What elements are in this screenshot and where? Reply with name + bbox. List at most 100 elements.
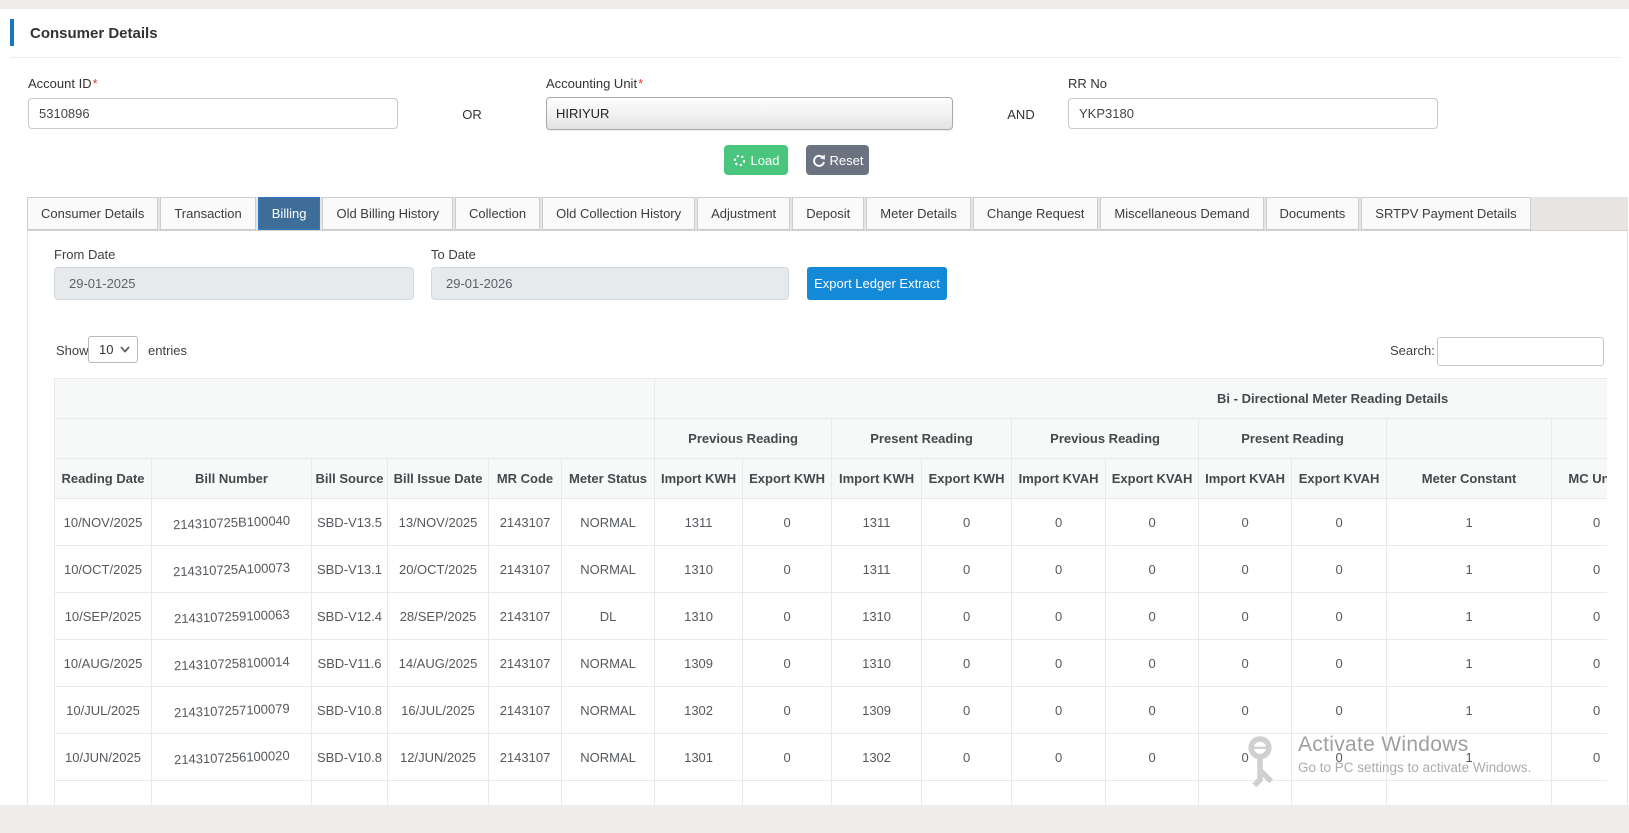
col-header-meter-constant[interactable]: Meter Constant	[1387, 459, 1552, 499]
cell	[562, 781, 655, 806]
col-header-import-kwh[interactable]: Import KWH	[655, 459, 743, 499]
cell	[1387, 781, 1552, 806]
tab-miscellaneous-demand[interactable]: Miscellaneous Demand	[1100, 197, 1263, 230]
tab-transaction[interactable]: Transaction	[160, 197, 255, 230]
chevron-down-icon	[120, 346, 130, 353]
table-row: 10/JUN/20252143107256100020SBD-V10.812/J…	[55, 734, 1608, 781]
cell: 1309	[655, 640, 743, 687]
cell: 0	[1199, 499, 1292, 546]
bi-directional-group-header: Bi - Directional Meter Reading Details	[655, 379, 1607, 419]
cell: SBD-V10.8	[312, 734, 388, 781]
tab-srtpv-payment-details[interactable]: SRTPV Payment Details	[1361, 197, 1530, 230]
table-scroll-area[interactable]: Bi - Directional Meter Reading DetailsPr…	[54, 378, 1607, 805]
tab-change-request[interactable]: Change Request	[973, 197, 1099, 230]
col-header-export-kvah[interactable]: Export KVAH	[1106, 459, 1199, 499]
tab-old-collection-history[interactable]: Old Collection History	[542, 197, 695, 230]
col-header-mr-code[interactable]: MR Code	[489, 459, 562, 499]
cell	[922, 781, 1012, 806]
col-header-import-kvah[interactable]: Import KVAH	[1012, 459, 1106, 499]
cell: 2143107	[489, 640, 562, 687]
cell: 10/OCT/2025	[55, 546, 152, 593]
cell: 0	[1012, 734, 1106, 781]
tab-meter-details[interactable]: Meter Details	[866, 197, 971, 230]
cell	[1552, 781, 1607, 806]
header-subgroup-row: Previous ReadingPresent ReadingPrevious …	[55, 419, 1608, 459]
reset-button[interactable]: Reset	[806, 145, 869, 175]
cell: 0	[1292, 546, 1387, 593]
header-columns-row: Reading DateBill NumberBill SourceBill I…	[55, 459, 1608, 499]
col-header-bill-number[interactable]: Bill Number	[152, 459, 312, 499]
cell: 0	[1552, 546, 1607, 593]
refresh-icon	[812, 154, 825, 167]
subgroup-header-2: Previous Reading	[1012, 419, 1199, 459]
col-header-export-kwh[interactable]: Export KWH	[922, 459, 1012, 499]
cell: 10/JUN/2025	[55, 734, 152, 781]
col-header-export-kwh[interactable]: Export KWH	[743, 459, 832, 499]
tab-documents[interactable]: Documents	[1266, 197, 1360, 230]
tab-collection[interactable]: Collection	[455, 197, 540, 230]
cell: 20/OCT/2025	[388, 546, 489, 593]
cell: 1311	[832, 546, 922, 593]
tab-consumer-details[interactable]: Consumer Details	[27, 197, 158, 230]
col-header-reading-date[interactable]: Reading Date	[55, 459, 152, 499]
cell: 2143107	[489, 593, 562, 640]
required-asterisk: *	[93, 76, 98, 91]
cell: 2143107	[489, 546, 562, 593]
cell	[388, 781, 489, 806]
cell: 1302	[655, 687, 743, 734]
table-row	[55, 781, 1608, 806]
cell: NORMAL	[562, 546, 655, 593]
tab-deposit[interactable]: Deposit	[792, 197, 864, 230]
export-ledger-extract-button[interactable]: Export Ledger Extract	[807, 267, 947, 300]
load-button[interactable]: Load	[724, 145, 788, 175]
required-asterisk: *	[638, 76, 643, 91]
spinner-icon	[733, 154, 746, 167]
col-header-bill-source[interactable]: Bill Source	[312, 459, 388, 499]
cell: 1309	[832, 687, 922, 734]
cell: 13/NOV/2025	[388, 499, 489, 546]
cell: 0	[743, 640, 832, 687]
top-page-strip	[0, 0, 1629, 9]
cell: 1310	[832, 640, 922, 687]
cell	[1106, 781, 1199, 806]
header-blank	[1552, 419, 1607, 459]
accounting-unit-select[interactable]: HIRIYUR	[546, 97, 953, 130]
cell: 1	[1387, 499, 1552, 546]
cell: NORMAL	[562, 734, 655, 781]
account-id-field[interactable]	[28, 98, 398, 129]
cell: 2143107256100020	[152, 734, 312, 781]
header-blank	[55, 419, 655, 459]
cell: 14/AUG/2025	[388, 640, 489, 687]
col-header-mc-units[interactable]: MC Units	[1552, 459, 1607, 499]
col-header-import-kwh[interactable]: Import KWH	[832, 459, 922, 499]
cell: 0	[1292, 687, 1387, 734]
cell: 0	[1106, 593, 1199, 640]
page-size-select[interactable]: 10	[88, 336, 138, 363]
col-header-import-kvah[interactable]: Import KVAH	[1199, 459, 1292, 499]
cell: NORMAL	[562, 499, 655, 546]
from-date-field[interactable]: 29-01-2025	[54, 267, 414, 300]
col-header-meter-status[interactable]: Meter Status	[562, 459, 655, 499]
tab-old-billing-history[interactable]: Old Billing History	[322, 197, 453, 230]
cell: 0	[1106, 499, 1199, 546]
col-header-export-kvah[interactable]: Export KVAH	[1292, 459, 1387, 499]
cell: 0	[1199, 640, 1292, 687]
tab-adjustment[interactable]: Adjustment	[697, 197, 790, 230]
rr-no-field[interactable]	[1068, 98, 1438, 129]
to-date-field[interactable]: 29-01-2026	[431, 267, 789, 300]
header-blank	[1387, 419, 1552, 459]
billing-tab-panel: From Date 29-01-2025 To Date 29-01-2026 …	[27, 231, 1628, 805]
bottom-page-strip	[0, 805, 1629, 833]
col-header-bill-issue-date[interactable]: Bill Issue Date	[388, 459, 489, 499]
cell: 28/SEP/2025	[388, 593, 489, 640]
cell: NORMAL	[562, 640, 655, 687]
search-input[interactable]	[1437, 337, 1604, 366]
table-row: 10/AUG/20252143107258100014SBD-V11.614/A…	[55, 640, 1608, 687]
cell: 0	[1106, 687, 1199, 734]
and-label: AND	[999, 107, 1043, 122]
cell: 1	[1387, 593, 1552, 640]
cell: 1	[1387, 687, 1552, 734]
tab-billing[interactable]: Billing	[258, 197, 321, 230]
cell: 0	[1012, 687, 1106, 734]
cell: DL	[562, 593, 655, 640]
